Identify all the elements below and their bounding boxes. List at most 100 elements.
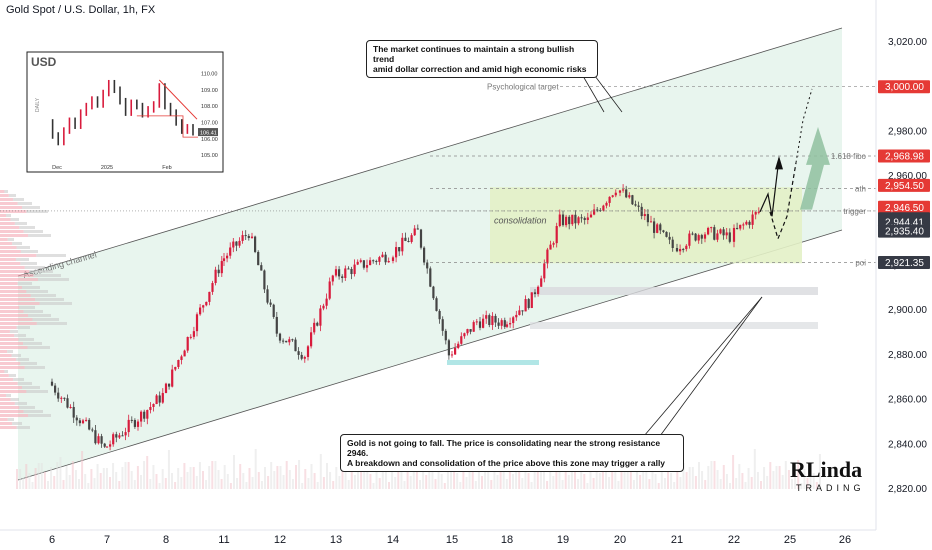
volume-profile-bar bbox=[30, 294, 56, 297]
candle-body bbox=[524, 299, 527, 312]
volume-bar bbox=[614, 472, 617, 489]
candle-body bbox=[338, 269, 341, 277]
volume-profile-bar bbox=[19, 406, 35, 409]
volume-bar bbox=[74, 470, 77, 489]
candle-body bbox=[646, 214, 649, 223]
volume-profile-bar bbox=[26, 290, 48, 293]
candle-body bbox=[457, 343, 460, 348]
volume-bar bbox=[248, 468, 251, 489]
volume-profile-bar bbox=[0, 370, 5, 373]
volume-profile-bar bbox=[37, 278, 69, 281]
volume-profile-bar bbox=[12, 242, 22, 245]
candle-body bbox=[671, 239, 674, 249]
candle-body bbox=[530, 292, 533, 308]
volume-bar bbox=[257, 472, 260, 489]
annotation-bottom[interactable]: Gold is not going to fall. The price is … bbox=[340, 434, 684, 472]
volume-profile-bar bbox=[20, 250, 38, 253]
volume-bar bbox=[601, 468, 604, 489]
candle-body bbox=[707, 227, 710, 235]
candle-body bbox=[303, 356, 306, 359]
usd-inset-x-tick: Feb bbox=[162, 165, 171, 171]
candle-body bbox=[60, 397, 63, 399]
volume-profile-bar bbox=[0, 306, 20, 309]
volume-bar bbox=[174, 482, 177, 489]
volume-bar bbox=[307, 478, 310, 489]
volume-profile-bar bbox=[15, 258, 29, 261]
candle-body bbox=[322, 305, 325, 309]
volume-profile-bar bbox=[16, 426, 30, 429]
candle-body bbox=[599, 210, 602, 212]
volume-bar bbox=[180, 477, 183, 489]
candle-body bbox=[494, 315, 497, 323]
volume-bar bbox=[400, 472, 403, 489]
volume-profile-bar bbox=[23, 310, 43, 313]
volume-profile-bar bbox=[19, 306, 35, 309]
candle-body bbox=[310, 332, 313, 347]
candle-body bbox=[155, 395, 158, 405]
volume-bar bbox=[527, 473, 530, 489]
usd-inset-last-badge bbox=[198, 128, 218, 137]
candle-body bbox=[130, 419, 133, 421]
candle-body bbox=[518, 310, 521, 315]
volume-profile-bar bbox=[23, 410, 43, 413]
candle-body bbox=[282, 340, 285, 342]
volume-bar bbox=[583, 474, 586, 489]
y-tick-label: 2,880.00 bbox=[888, 350, 927, 361]
candle-body bbox=[634, 204, 637, 206]
candle-body bbox=[214, 269, 217, 284]
candle-body bbox=[745, 221, 748, 225]
volume-profile-bar bbox=[0, 250, 21, 253]
candle-body bbox=[72, 406, 75, 418]
volume-bar bbox=[202, 471, 204, 489]
volume-bar bbox=[716, 470, 719, 489]
volume-profile-bar bbox=[0, 302, 40, 305]
volume-bar bbox=[713, 461, 716, 489]
volume-profile-bar bbox=[0, 278, 38, 281]
x-tick-label: 18 bbox=[501, 534, 513, 546]
volume-bar bbox=[353, 475, 356, 489]
candle-body bbox=[710, 227, 713, 229]
volume-profile-bar bbox=[4, 190, 8, 193]
volume-bar bbox=[130, 471, 133, 489]
volume-bar bbox=[329, 472, 332, 489]
candle-body bbox=[628, 195, 631, 198]
volume-profile-bar bbox=[0, 402, 15, 405]
price-badge bbox=[878, 224, 930, 238]
candle-body bbox=[235, 241, 238, 246]
volume-bar bbox=[357, 461, 359, 489]
volume-bar bbox=[657, 483, 660, 489]
volume-bar bbox=[784, 461, 787, 489]
volume-bar bbox=[350, 466, 353, 489]
volume-profile-bar bbox=[12, 422, 22, 425]
volume-bar bbox=[87, 483, 90, 489]
candle-body bbox=[719, 229, 722, 234]
volume-profile-bar bbox=[0, 390, 27, 393]
annotation-top[interactable]: The market continues to maintain a stron… bbox=[366, 40, 598, 78]
chart-title: Gold Spot / U.S. Dollar, 1h, FX bbox=[6, 4, 156, 16]
volume-profile-bar bbox=[0, 206, 22, 209]
volume-bar bbox=[384, 459, 387, 489]
volume-bar bbox=[750, 477, 753, 489]
candle-body bbox=[665, 231, 668, 237]
x-tick-label: 11 bbox=[218, 534, 229, 546]
volume-bar bbox=[273, 471, 276, 489]
candle-body bbox=[375, 261, 378, 263]
volume-bar bbox=[78, 479, 80, 489]
candle-body bbox=[202, 305, 205, 308]
candle-body bbox=[347, 268, 350, 270]
candle-body bbox=[429, 268, 432, 287]
usd-inset-step-line bbox=[136, 115, 198, 138]
candle-body bbox=[454, 347, 457, 355]
volume-profile-bar bbox=[0, 222, 15, 225]
volume-bar bbox=[391, 468, 394, 489]
y-tick-label: 2,900.00 bbox=[888, 305, 927, 316]
candle-body bbox=[416, 228, 419, 230]
candle-body bbox=[115, 434, 118, 438]
volume-bar bbox=[806, 478, 809, 489]
volume-bar bbox=[37, 463, 40, 489]
big-green-arrow bbox=[800, 126, 830, 210]
volume-profile-bar bbox=[10, 398, 19, 401]
volume-bar bbox=[670, 473, 673, 489]
volume-bar bbox=[34, 468, 37, 489]
